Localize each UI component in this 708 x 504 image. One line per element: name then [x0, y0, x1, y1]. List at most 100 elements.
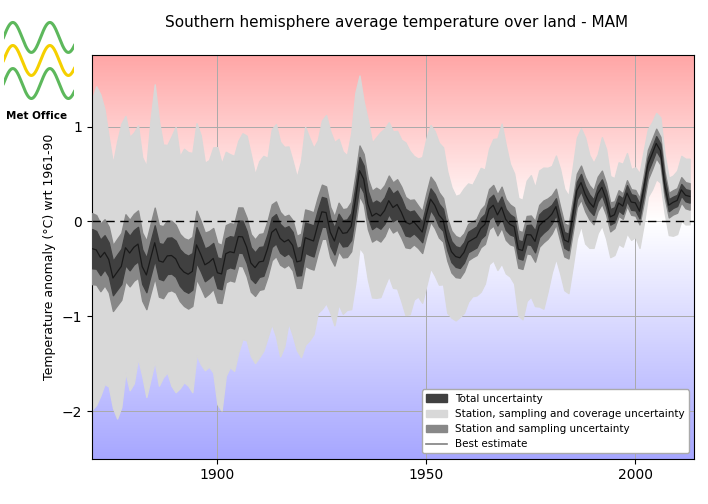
Bar	[92, 355, 694, 356]
Bar	[92, 426, 694, 428]
Bar	[92, 320, 694, 322]
Bar	[92, 421, 694, 422]
Bar	[92, 311, 694, 312]
Bar	[92, 120, 694, 121]
Bar	[92, 203, 694, 205]
Bar	[92, 416, 694, 417]
Bar	[92, 61, 694, 62]
Bar	[92, 242, 694, 243]
Bar	[92, 182, 694, 183]
Bar	[92, 237, 694, 238]
Bar	[92, 215, 694, 217]
Bar	[92, 118, 694, 120]
Bar	[92, 65, 694, 66]
Bar	[92, 125, 694, 127]
Bar	[92, 59, 694, 61]
Bar	[92, 150, 694, 151]
Bar	[92, 213, 694, 214]
Bar	[92, 176, 694, 178]
Bar	[92, 264, 694, 265]
Bar	[92, 420, 694, 421]
Bar	[92, 147, 694, 148]
Bar	[92, 138, 694, 139]
Bar	[92, 106, 694, 108]
Bar	[92, 94, 694, 96]
Bar	[92, 55, 694, 57]
Bar	[92, 300, 694, 301]
Bar	[92, 273, 694, 275]
Bar	[92, 370, 694, 371]
Bar	[92, 422, 694, 424]
Bar	[92, 84, 694, 85]
Bar	[92, 303, 694, 304]
Bar	[92, 148, 694, 150]
Bar	[92, 108, 694, 109]
Bar	[92, 275, 694, 276]
Bar	[92, 299, 694, 300]
Bar	[92, 406, 694, 408]
Bar	[92, 412, 694, 413]
Bar	[92, 88, 694, 89]
Bar	[92, 180, 694, 182]
Bar	[92, 356, 694, 358]
Bar	[92, 283, 694, 284]
Bar	[92, 309, 694, 311]
Bar	[92, 280, 694, 281]
Bar	[92, 105, 694, 106]
Bar	[92, 114, 694, 116]
Bar	[92, 152, 694, 154]
Bar	[92, 256, 694, 257]
Bar	[92, 362, 694, 363]
Bar	[92, 268, 694, 269]
Bar	[92, 351, 694, 352]
Bar	[92, 392, 694, 393]
Bar	[92, 249, 694, 250]
Bar	[92, 146, 694, 147]
Bar	[92, 322, 694, 323]
Bar	[92, 347, 694, 348]
Bar	[92, 409, 694, 410]
Bar	[92, 209, 694, 210]
Bar	[92, 190, 694, 191]
Bar	[92, 230, 694, 231]
Bar	[92, 394, 694, 396]
Bar	[92, 73, 694, 74]
Bar	[92, 378, 694, 380]
Bar	[92, 233, 694, 234]
Bar	[92, 80, 694, 81]
Bar	[92, 388, 694, 389]
Bar	[92, 245, 694, 246]
Bar	[92, 429, 694, 430]
Bar	[92, 66, 694, 68]
Bar	[92, 93, 694, 94]
Bar	[92, 159, 694, 160]
Bar	[92, 343, 694, 344]
Bar	[92, 132, 694, 134]
Bar	[92, 218, 694, 219]
Bar	[92, 400, 694, 401]
Bar	[92, 434, 694, 436]
Bar	[92, 82, 694, 84]
Bar	[92, 194, 694, 195]
Bar	[92, 195, 694, 197]
Bar	[92, 367, 694, 368]
Bar	[92, 453, 694, 455]
Bar	[92, 408, 694, 409]
Bar	[92, 352, 694, 354]
Bar	[92, 289, 694, 291]
Bar	[92, 301, 694, 303]
Bar	[92, 380, 694, 381]
Bar	[92, 331, 694, 332]
Bar	[92, 293, 694, 295]
Bar	[92, 184, 694, 186]
Bar	[92, 110, 694, 112]
Bar	[92, 307, 694, 308]
Bar	[92, 235, 694, 237]
Bar	[92, 143, 694, 144]
Bar	[92, 398, 694, 400]
Bar	[92, 210, 694, 211]
Bar	[92, 76, 694, 77]
Bar	[92, 202, 694, 203]
Bar	[92, 330, 694, 331]
Bar	[92, 364, 694, 366]
